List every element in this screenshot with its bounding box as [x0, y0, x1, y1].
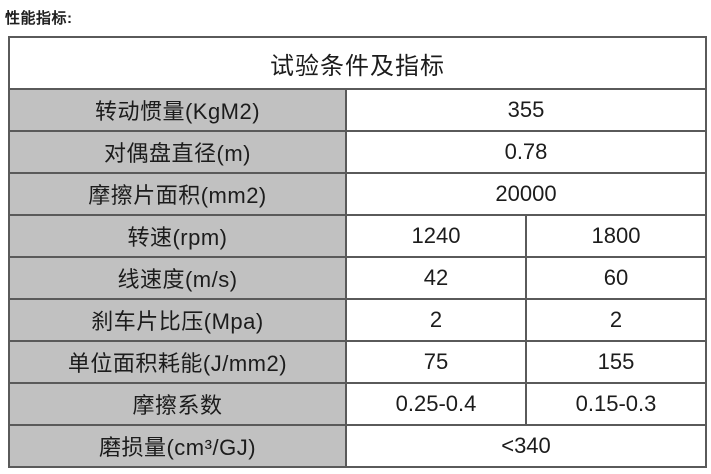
row-label: 摩擦系数 — [8, 382, 347, 426]
row-value: 2 — [525, 298, 707, 342]
row-value: 20000 — [345, 172, 707, 216]
row-value: 0.78 — [345, 130, 707, 174]
row-value: 155 — [525, 340, 707, 384]
table-title: 试验条件及指标 — [8, 36, 707, 90]
row-label: 对偶盘直径(m) — [8, 130, 347, 174]
row-value: <340 — [345, 424, 707, 468]
table-row: 摩擦片面积(mm2) 20000 — [8, 172, 707, 216]
row-value: 0.25-0.4 — [345, 382, 527, 426]
row-value: 1800 — [525, 214, 707, 258]
row-label: 转动惯量(KgM2) — [8, 88, 347, 132]
row-label: 磨损量(cm³/GJ) — [8, 424, 347, 468]
row-label: 线速度(m/s) — [8, 256, 347, 300]
table-row: 对偶盘直径(m) 0.78 — [8, 130, 707, 174]
row-label: 转速(rpm) — [8, 214, 347, 258]
row-value: 75 — [345, 340, 527, 384]
row-value: 1240 — [345, 214, 527, 258]
spec-table: 试验条件及指标 转动惯量(KgM2) 355 对偶盘直径(m) 0.78 摩擦片面积(m… — [8, 36, 707, 468]
row-value: 2 — [345, 298, 527, 342]
table-row: 线速度(m/s) 42 60 — [8, 256, 707, 300]
row-value: 0.15-0.3 — [525, 382, 707, 426]
table-body: 转动惯量(KgM2) 355 对偶盘直径(m) 0.78 摩擦片面积(mm2) 20000… — [8, 88, 707, 468]
row-value: 42 — [345, 256, 527, 300]
table-row: 单位面积耗能(J/mm2) 75 155 — [8, 340, 707, 384]
page-title: 性能指标: — [5, 10, 73, 27]
row-label: 单位面积耗能(J/mm2) — [8, 340, 347, 384]
row-label: 刹车片比压(Mpa) — [8, 298, 347, 342]
table-row: 磨损量(cm³/GJ) <340 — [8, 424, 707, 468]
table-row: 摩擦系数 0.25-0.4 0.15-0.3 — [8, 382, 707, 426]
table-row: 刹车片比压(Mpa) 2 2 — [8, 298, 707, 342]
table-row: 转速(rpm) 1240 1800 — [8, 214, 707, 258]
table-header-row: 试验条件及指标 — [8, 36, 707, 90]
row-label: 摩擦片面积(mm2) — [8, 172, 347, 216]
table-row: 转动惯量(KgM2) 355 — [8, 88, 707, 132]
row-value: 355 — [345, 88, 707, 132]
row-value: 60 — [525, 256, 707, 300]
